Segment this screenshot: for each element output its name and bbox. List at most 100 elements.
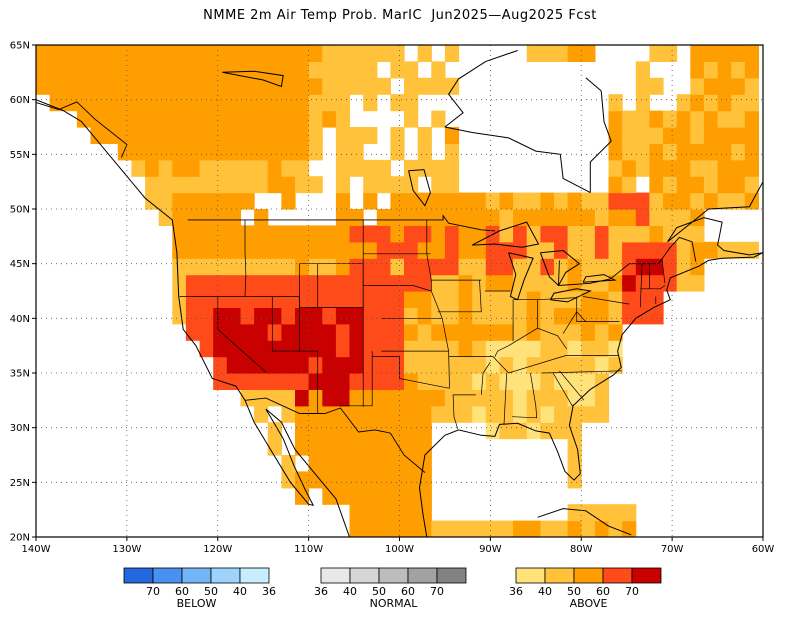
legend-swatch <box>515 567 546 584</box>
probability-cell <box>404 356 419 374</box>
probability-cell <box>295 143 310 161</box>
probability-cell <box>199 307 214 325</box>
probability-cell <box>172 307 187 325</box>
probability-cell <box>267 94 282 112</box>
probability-cell <box>485 45 500 46</box>
probability-cell <box>63 45 78 46</box>
probability-cell <box>363 340 378 358</box>
probability-cell <box>376 373 391 390</box>
probability-cell <box>363 274 378 292</box>
probability-cell <box>676 274 691 292</box>
probability-cell <box>567 422 582 440</box>
probability-cell <box>363 405 378 423</box>
probability-cell <box>417 438 432 456</box>
legend-swatch <box>349 567 380 584</box>
probability-cell <box>322 405 337 423</box>
probability-cell <box>376 307 391 325</box>
probability-cell <box>554 389 569 407</box>
probability-cell <box>295 258 310 276</box>
probability-cell <box>540 45 555 62</box>
probability-cell <box>281 127 296 144</box>
probability-cell <box>649 225 664 243</box>
probability-cell <box>581 45 596 46</box>
probability-cell <box>731 192 746 210</box>
probability-cell <box>226 225 241 243</box>
probability-cell <box>281 274 296 292</box>
probability-cell <box>431 77 446 95</box>
probability-cell <box>322 45 337 62</box>
probability-cell <box>36 77 51 95</box>
probability-cell <box>540 274 555 292</box>
legend-value: 60 <box>401 585 415 598</box>
probability-cell <box>185 94 201 112</box>
state-line <box>217 296 268 374</box>
probability-cell <box>308 241 323 259</box>
probability-cell <box>690 192 705 210</box>
probability-cell <box>608 159 623 177</box>
probability-cell <box>717 159 732 177</box>
probability-cell <box>431 307 446 325</box>
probability-cell <box>172 45 187 62</box>
probability-cell <box>554 373 569 390</box>
probability-cell <box>145 176 160 194</box>
probability-cell <box>308 373 323 390</box>
probability-cell <box>731 159 746 177</box>
probability-cell <box>308 94 323 112</box>
probability-cell <box>131 45 146 62</box>
probability-cell <box>717 94 732 112</box>
probability-cell <box>622 274 637 292</box>
probability-cell <box>417 225 432 243</box>
probability-cell <box>308 61 323 79</box>
probability-cell <box>485 192 500 210</box>
probability-cell <box>404 291 419 308</box>
probability-cell <box>404 77 419 95</box>
probability-cell <box>226 45 241 46</box>
probability-cell <box>349 291 364 308</box>
probability-cell <box>608 307 623 325</box>
probability-cell <box>690 77 705 95</box>
probability-cell <box>295 274 310 292</box>
probability-cell <box>199 176 214 194</box>
probability-cell <box>526 389 541 407</box>
probability-cell <box>472 307 487 325</box>
probability-cell <box>267 274 282 292</box>
probability-cell <box>145 45 160 62</box>
probability-cell <box>581 45 596 62</box>
probability-cell <box>158 209 173 226</box>
probability-cell <box>622 504 637 522</box>
probability-cell <box>472 373 487 390</box>
probability-cell <box>226 159 241 177</box>
legend-value: 70 <box>625 585 639 598</box>
probability-cell <box>703 192 719 210</box>
probability-cell <box>540 340 555 358</box>
probability-cell <box>608 241 623 259</box>
probability-cell <box>240 45 255 62</box>
probability-cell <box>554 356 569 374</box>
probability-cell <box>431 110 446 128</box>
probability-cell <box>267 77 282 95</box>
probability-cell <box>417 504 432 522</box>
probability-cell <box>458 340 473 358</box>
probability-cell <box>581 356 596 374</box>
probability-cell <box>663 159 678 177</box>
probability-cell <box>635 192 650 210</box>
probability-cell <box>526 45 541 62</box>
coastline-segment <box>589 90 612 193</box>
probability-cell <box>404 389 419 407</box>
probability-cell <box>390 422 405 440</box>
probability-cell <box>472 323 487 341</box>
probability-cell <box>390 45 405 62</box>
probability-cell <box>322 110 337 128</box>
probability-cell <box>744 94 759 112</box>
probability-cell <box>117 77 132 95</box>
probability-cell <box>390 291 405 308</box>
probability-cell <box>349 356 364 374</box>
probability-cell <box>458 241 473 259</box>
probability-cell <box>581 389 596 407</box>
probability-cell <box>172 159 187 177</box>
probability-cell <box>431 61 446 79</box>
probability-cell <box>335 455 351 472</box>
probability-cell <box>254 356 269 374</box>
probability-cell <box>444 209 460 226</box>
probability-cell <box>458 225 473 243</box>
